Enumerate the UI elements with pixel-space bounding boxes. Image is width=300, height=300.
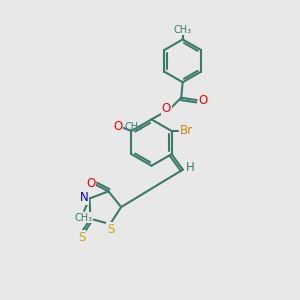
- Text: O: O: [162, 103, 171, 116]
- Text: O: O: [113, 120, 123, 133]
- Text: CH₃: CH₃: [124, 122, 143, 132]
- Text: CH₃: CH₃: [174, 25, 192, 35]
- Text: Br: Br: [180, 124, 193, 137]
- Text: S: S: [107, 223, 114, 236]
- Text: O: O: [86, 177, 95, 190]
- Text: O: O: [199, 94, 208, 106]
- Text: H: H: [186, 161, 195, 174]
- Text: S: S: [78, 231, 85, 244]
- Text: CH₃: CH₃: [74, 213, 93, 223]
- Text: N: N: [80, 191, 88, 205]
